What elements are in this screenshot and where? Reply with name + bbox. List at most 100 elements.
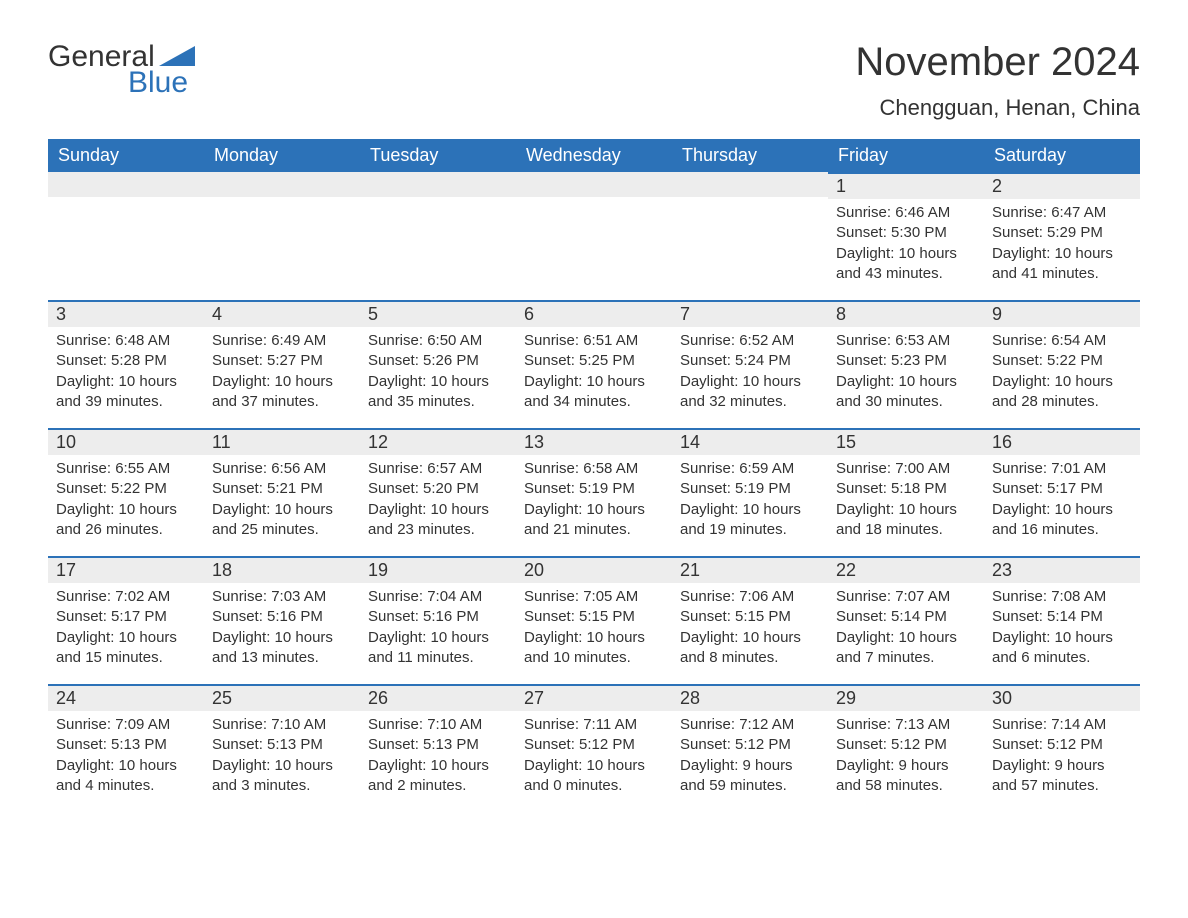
- sunset-text: Sunset: 5:21 PM: [212, 479, 352, 499]
- day-content: Sunrise: 6:54 AMSunset: 5:22 PMDaylight:…: [984, 327, 1140, 422]
- calendar-table: Sunday Monday Tuesday Wednesday Thursday…: [48, 139, 1140, 812]
- day-number: 4: [204, 300, 360, 327]
- daylight-text: Daylight: 10 hours and 2 minutes.: [368, 756, 508, 797]
- day-number: 10: [48, 428, 204, 455]
- day-content: Sunrise: 6:56 AMSunset: 5:21 PMDaylight:…: [204, 455, 360, 550]
- day-number: 16: [984, 428, 1140, 455]
- daylight-text: Daylight: 9 hours and 59 minutes.: [680, 756, 820, 797]
- calendar-cell: 3Sunrise: 6:48 AMSunset: 5:28 PMDaylight…: [48, 300, 204, 428]
- day-content: Sunrise: 7:05 AMSunset: 5:15 PMDaylight:…: [516, 583, 672, 678]
- daylight-text: Daylight: 10 hours and 18 minutes.: [836, 500, 976, 541]
- sunset-text: Sunset: 5:12 PM: [680, 735, 820, 755]
- day-number: 25: [204, 684, 360, 711]
- day-number: 28: [672, 684, 828, 711]
- day-number: 26: [360, 684, 516, 711]
- day-number: 18: [204, 556, 360, 583]
- sunrise-text: Sunrise: 6:58 AM: [524, 459, 664, 479]
- weekday-header: Saturday: [984, 139, 1140, 172]
- sunset-text: Sunset: 5:25 PM: [524, 351, 664, 371]
- day-number: 21: [672, 556, 828, 583]
- empty-day-bar: [48, 172, 204, 197]
- day-content: Sunrise: 6:51 AMSunset: 5:25 PMDaylight:…: [516, 327, 672, 422]
- daylight-text: Daylight: 10 hours and 28 minutes.: [992, 372, 1132, 413]
- weekday-header: Sunday: [48, 139, 204, 172]
- empty-day-bar: [672, 172, 828, 197]
- weekday-header: Tuesday: [360, 139, 516, 172]
- sunrise-text: Sunrise: 7:11 AM: [524, 715, 664, 735]
- daylight-text: Daylight: 10 hours and 25 minutes.: [212, 500, 352, 541]
- daylight-text: Daylight: 10 hours and 13 minutes.: [212, 628, 352, 669]
- daylight-text: Daylight: 9 hours and 58 minutes.: [836, 756, 976, 797]
- sunrise-text: Sunrise: 6:50 AM: [368, 331, 508, 351]
- sunset-text: Sunset: 5:24 PM: [680, 351, 820, 371]
- calendar-cell: 1Sunrise: 6:46 AMSunset: 5:30 PMDaylight…: [828, 172, 984, 300]
- calendar-row: 24 Sunrise: 7:09 AMSunset: 5:13 PM Dayligh…: [48, 684, 1140, 812]
- calendar-cell: 8Sunrise: 6:53 AMSunset: 5:23 PMDaylight…: [828, 300, 984, 428]
- day-content: Sunrise: 6:55 AMSunset: 5:22 PMDaylight:…: [48, 455, 204, 550]
- calendar-cell: 18Sunrise: 7:03 AMSunset: 5:16 PMDayligh…: [204, 556, 360, 684]
- day-content: Sunrise: 6:48 AMSunset: 5:28 PMDaylight:…: [48, 327, 204, 422]
- daylight-text: Daylight: 10 hours and 21 minutes.: [524, 500, 664, 541]
- calendar-row: 1Sunrise: 6:46 AMSunset: 5:30 PMDaylight…: [48, 172, 1140, 300]
- calendar-cell: 30Sunrise: 7:14 AMSunset: 5:12 PMDayligh…: [984, 684, 1140, 812]
- day-content: Sunrise: 6:57 AMSunset: 5:20 PMDaylight:…: [360, 455, 516, 550]
- sunset-text: Sunset: 5:18 PM: [836, 479, 976, 499]
- sunrise-text: Sunrise: 7:12 AM: [680, 715, 820, 735]
- calendar-cell: 10Sunrise: 6:55 AMSunset: 5:22 PMDayligh…: [48, 428, 204, 556]
- empty-day-bar: [516, 172, 672, 197]
- title-block: November 2024 Chengguan, Henan, China: [855, 40, 1140, 121]
- sunset-text: Sunset: 5:22 PM: [56, 479, 196, 499]
- day-number: 29: [828, 684, 984, 711]
- title-month: November 2024: [855, 40, 1140, 85]
- sunset-text: Sunset: 5:14 PM: [836, 607, 976, 627]
- sunrise-text: Sunrise: 7:08 AM: [992, 587, 1132, 607]
- calendar-cell: 26Sunrise: 7:10 AMSunset: 5:13 PMDayligh…: [360, 684, 516, 812]
- sunset-text: Sunset: 5:13 PM: [56, 735, 196, 755]
- daylight-text: Daylight: 10 hours and 15 minutes.: [56, 628, 196, 669]
- daylight-text: Daylight: 10 hours and 19 minutes.: [680, 500, 820, 541]
- day-number: 22: [828, 556, 984, 583]
- day-content: Sunrise: 7:13 AMSunset: 5:12 PMDaylight:…: [828, 711, 984, 806]
- page-header: General Blue November 2024 Chengguan, He…: [48, 40, 1140, 121]
- sunrise-text: Sunrise: 7:07 AM: [836, 587, 976, 607]
- calendar-cell: 23Sunrise: 7:08 AMSunset: 5:14 PMDayligh…: [984, 556, 1140, 684]
- sunset-text: Sunset: 5:17 PM: [992, 479, 1132, 499]
- sunrise-text: Sunrise: 7:09 AM: [56, 715, 196, 735]
- sunset-text: Sunset: 5:16 PM: [368, 607, 508, 627]
- daylight-text: Daylight: 10 hours and 3 minutes.: [212, 756, 352, 797]
- day-number: 7: [672, 300, 828, 327]
- daylight-text: Daylight: 10 hours and 26 minutes.: [56, 500, 196, 541]
- calendar-row: 17Sunrise: 7:02 AMSunset: 5:17 PMDayligh…: [48, 556, 1140, 684]
- calendar-row: 10Sunrise: 6:55 AMSunset: 5:22 PMDayligh…: [48, 428, 1140, 556]
- day-number: 2: [984, 172, 1140, 199]
- calendar-cell: 14Sunrise: 6:59 AMSunset: 5:19 PMDayligh…: [672, 428, 828, 556]
- day-content: Sunrise: 6:53 AMSunset: 5:23 PMDaylight:…: [828, 327, 984, 422]
- daylight-text: Daylight: 10 hours and 43 minutes.: [836, 244, 976, 285]
- day-content: Sunrise: 7:12 AMSunset: 5:12 PMDaylight:…: [672, 711, 828, 806]
- day-content: Sunrise: 7:11 AMSunset: 5:12 PMDaylight:…: [516, 711, 672, 806]
- sunset-text: Sunset: 5:26 PM: [368, 351, 508, 371]
- day-content: Sunrise: 7:00 AMSunset: 5:18 PMDaylight:…: [828, 455, 984, 550]
- sunrise-text: Sunrise: 6:46 AM: [836, 203, 976, 223]
- logo: General Blue: [48, 40, 195, 100]
- weekday-header: Wednesday: [516, 139, 672, 172]
- calendar-cell: 19Sunrise: 7:04 AMSunset: 5:16 PMDayligh…: [360, 556, 516, 684]
- day-content: Sunrise: 7:06 AMSunset: 5:15 PMDaylight:…: [672, 583, 828, 678]
- sunrise-text: Sunrise: 7:00 AM: [836, 459, 976, 479]
- day-number: 14: [672, 428, 828, 455]
- day-number: 24: [48, 684, 204, 711]
- sunrise-text: Sunrise: 7:06 AM: [680, 587, 820, 607]
- sunset-text: Sunset: 5:29 PM: [992, 223, 1132, 243]
- sunrise-text: Sunrise: 7:05 AM: [524, 587, 664, 607]
- calendar-cell: 6Sunrise: 6:51 AMSunset: 5:25 PMDaylight…: [516, 300, 672, 428]
- sunrise-text: Sunrise: 6:53 AM: [836, 331, 976, 351]
- day-number: 13: [516, 428, 672, 455]
- sunrise-text: Sunrise: 6:51 AM: [524, 331, 664, 351]
- daylight-text: Daylight: 10 hours and 30 minutes.: [836, 372, 976, 413]
- sunset-text: Sunset: 5:23 PM: [836, 351, 976, 371]
- day-content: Sunrise: 6:59 AMSunset: 5:19 PMDaylight:…: [672, 455, 828, 550]
- sunrise-text: Sunrise: 6:52 AM: [680, 331, 820, 351]
- day-content: Sunrise: 6:47 AMSunset: 5:29 PMDaylight:…: [984, 199, 1140, 294]
- sunrise-text: Sunrise: 7:01 AM: [992, 459, 1132, 479]
- sunset-text: Sunset: 5:14 PM: [992, 607, 1132, 627]
